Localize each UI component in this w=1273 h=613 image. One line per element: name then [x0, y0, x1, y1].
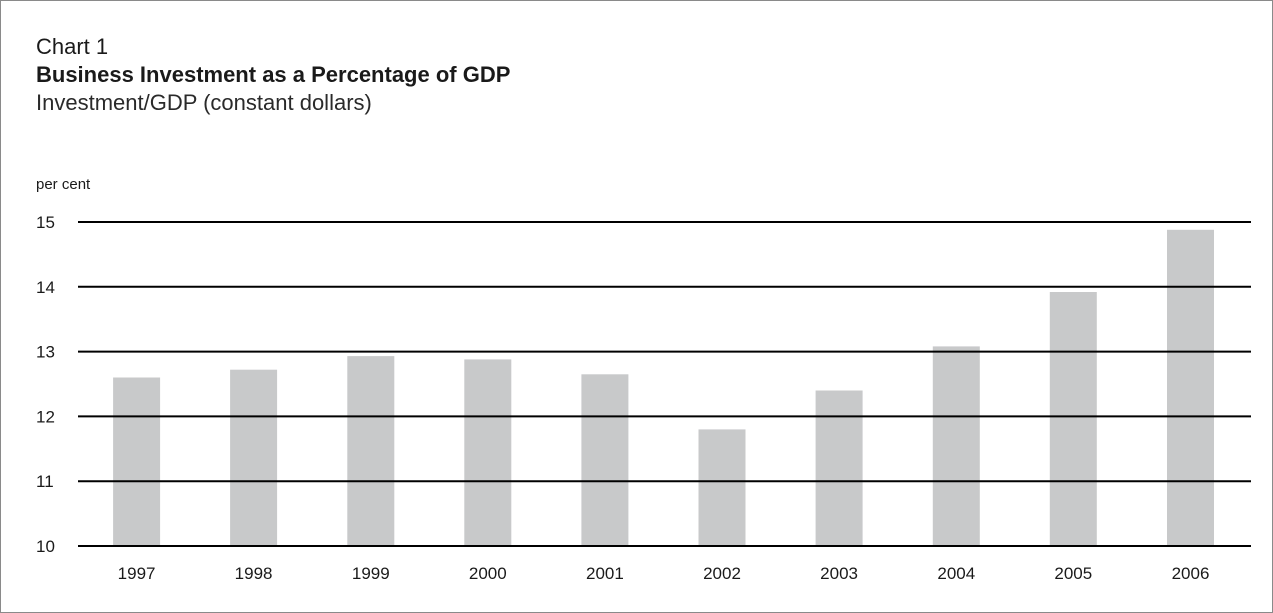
y-tick-labels: 10 11 12 13 14 15: [36, 213, 55, 556]
bar-2002: [698, 429, 746, 546]
bars-layer: [113, 229, 1214, 547]
chart-number: Chart 1: [36, 34, 109, 59]
x-tick-label-2004: 2004: [937, 564, 975, 583]
bar-2006: [1167, 229, 1214, 547]
y-tick-label-12: 12: [36, 407, 55, 426]
bar-2000: [464, 359, 512, 546]
bar-2003: [815, 390, 863, 546]
y-tick-label-11: 11: [36, 472, 54, 491]
x-tick-labels: 1997 1998 1999 2000 2001 2002 2003 2004 2005 2006: [118, 564, 1210, 583]
bar-2004: [932, 346, 980, 546]
x-tick-label-1999: 1999: [352, 564, 390, 583]
x-tick-label-2006: 2006: [1172, 564, 1210, 583]
bar-1998: [230, 369, 278, 546]
x-tick-label-2003: 2003: [820, 564, 858, 583]
chart-title: Business Investment as a Percentage of G…: [36, 62, 511, 87]
bar-1997: [113, 377, 161, 546]
y-tick-label-10: 10: [36, 537, 55, 556]
bar-2001: [581, 374, 629, 546]
chart-header: Chart 1 Business Investment as a Percent…: [36, 33, 510, 117]
bar-2005: [1049, 292, 1097, 546]
x-tick-label-1998: 1998: [235, 564, 273, 583]
y-axis-unit-label: per cent: [36, 176, 91, 193]
chart-subtitle: Investment/GDP (constant dollars): [36, 90, 372, 115]
x-tick-label-2001: 2001: [586, 564, 624, 583]
y-tick-label-14: 14: [36, 278, 55, 297]
bar-1999: [347, 356, 395, 546]
x-tick-label-1997: 1997: [118, 564, 156, 583]
x-tick-label-2002: 2002: [703, 564, 741, 583]
y-tick-label-15: 15: [36, 213, 55, 232]
x-tick-label-2005: 2005: [1054, 564, 1092, 583]
x-tick-label-2000: 2000: [469, 564, 507, 583]
y-tick-label-13: 13: [36, 343, 55, 362]
gridlines-layer: [78, 221, 1251, 547]
